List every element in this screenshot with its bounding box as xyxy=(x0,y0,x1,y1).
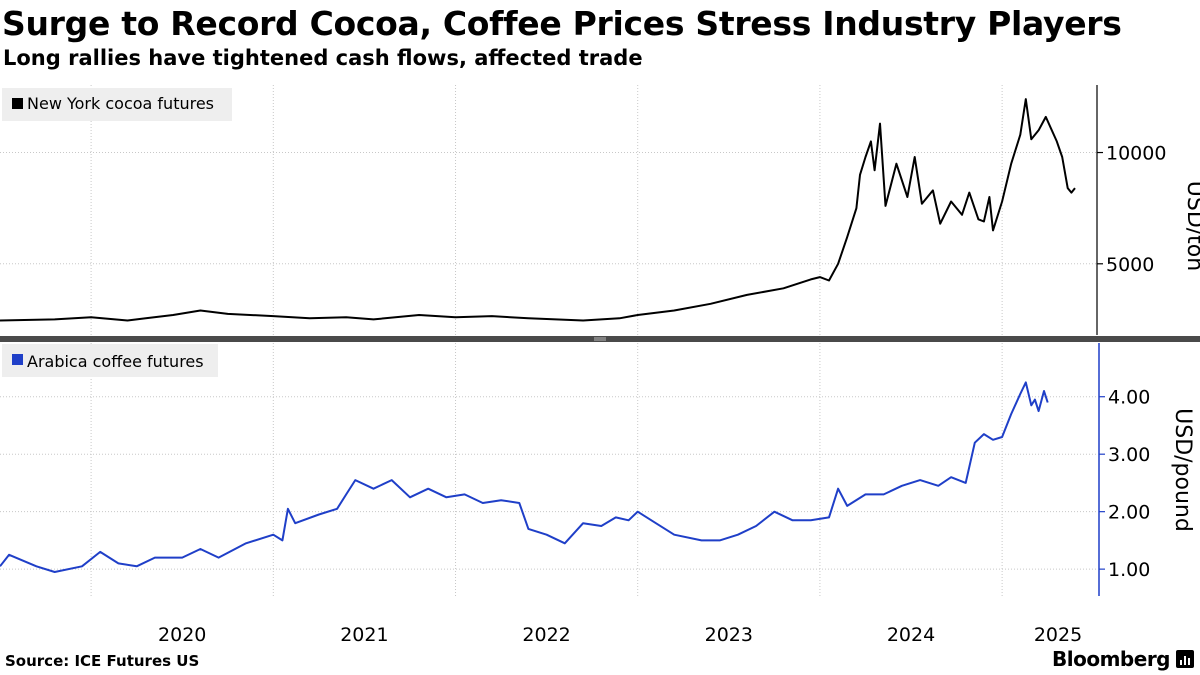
coffee-legend-box xyxy=(2,344,218,377)
source-note: Source: ICE Futures US xyxy=(5,652,200,670)
x-tick-label: 2025 xyxy=(1034,624,1082,646)
cocoa-y-axis-label: USD/ton xyxy=(1182,181,1200,271)
y-tick-label: 4.00 xyxy=(1108,387,1150,409)
panel-divider xyxy=(0,336,1200,342)
x-tick-label: 2022 xyxy=(522,624,570,646)
coffee-legend-label: Arabica coffee futures xyxy=(27,352,204,371)
cocoa-legend-label: New York cocoa futures xyxy=(27,94,214,113)
bloomberg-chart-icon xyxy=(1176,650,1194,668)
coffee-y-axis-label: USD/pound xyxy=(1170,408,1195,532)
x-tick-label: 2023 xyxy=(705,624,753,646)
coffee-series-line xyxy=(0,381,1049,573)
brand-logo: Bloomberg xyxy=(1052,647,1170,671)
y-tick-label: 10000 xyxy=(1106,143,1166,165)
y-tick-label: 5000 xyxy=(1106,254,1154,276)
y-tick-label: 3.00 xyxy=(1108,444,1150,466)
y-tick-label: 1.00 xyxy=(1108,559,1150,581)
y-tick-label: 2.00 xyxy=(1108,502,1150,524)
cocoa-series-line xyxy=(0,98,1076,322)
page-title: Surge to Record Cocoa, Coffee Prices Str… xyxy=(2,4,1122,43)
cocoa-legend-swatch xyxy=(12,98,23,109)
page-subtitle: Long rallies have tightened cash flows, … xyxy=(3,46,643,70)
x-tick-label: 2021 xyxy=(340,624,388,646)
x-tick-label: 2020 xyxy=(158,624,206,646)
coffee-legend-swatch xyxy=(12,354,23,365)
cocoa-legend-box xyxy=(2,88,232,121)
x-tick-label: 2024 xyxy=(887,624,935,646)
